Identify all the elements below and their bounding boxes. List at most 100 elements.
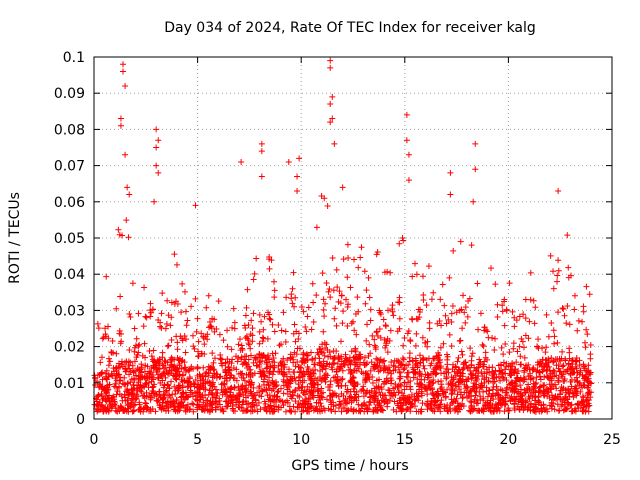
- data-point: [241, 377, 248, 384]
- data-point: [245, 378, 252, 385]
- data-point: [564, 302, 571, 309]
- data-point: [581, 339, 588, 346]
- data-point: [187, 383, 194, 390]
- data-point: [535, 394, 542, 401]
- data-point: [446, 274, 453, 281]
- data-point: [300, 400, 307, 407]
- data-point: [340, 360, 347, 367]
- data-point: [282, 338, 289, 345]
- data-point: [287, 378, 294, 385]
- data-point: [390, 312, 397, 319]
- data-point: [312, 355, 319, 362]
- data-point: [396, 375, 403, 382]
- data-point: [492, 335, 499, 342]
- data-point: [559, 363, 566, 370]
- data-point: [468, 387, 475, 394]
- data-point: [188, 389, 195, 396]
- data-point: [322, 378, 329, 385]
- data-point: [434, 360, 441, 367]
- data-point: [440, 340, 447, 347]
- data-point: [416, 371, 423, 378]
- data-point: [477, 359, 484, 366]
- data-point: [139, 352, 146, 359]
- data-point: [534, 343, 541, 350]
- data-point: [307, 404, 314, 411]
- data-point: [212, 406, 219, 413]
- data-point: [296, 393, 303, 400]
- y-tick-label: 0.06: [54, 195, 85, 211]
- data-points: [91, 57, 595, 415]
- data-point: [256, 328, 263, 335]
- data-point: [438, 384, 445, 391]
- data-point: [481, 379, 488, 386]
- data-point: [263, 365, 270, 372]
- data-point: [286, 368, 293, 375]
- data-point: [141, 340, 148, 347]
- data-point: [447, 191, 454, 198]
- data-point: [544, 385, 551, 392]
- data-point: [428, 384, 435, 391]
- data-point: [482, 354, 489, 361]
- data-point: [146, 374, 153, 381]
- data-point: [201, 350, 208, 357]
- data-point: [116, 384, 123, 391]
- data-point: [586, 291, 593, 298]
- data-point: [112, 380, 119, 387]
- data-point: [236, 398, 243, 405]
- data-point: [273, 381, 280, 388]
- data-point: [346, 395, 353, 402]
- data-point: [200, 364, 207, 371]
- data-point: [250, 310, 257, 317]
- data-point: [478, 368, 485, 375]
- data-point: [133, 335, 140, 342]
- data-point: [363, 375, 370, 382]
- data-point: [522, 390, 529, 397]
- data-point: [205, 370, 212, 377]
- data-point: [319, 270, 326, 277]
- data-point: [267, 369, 274, 376]
- data-point: [304, 352, 311, 359]
- data-point: [507, 397, 514, 404]
- data-point: [296, 369, 303, 376]
- data-point: [173, 298, 180, 305]
- data-point: [117, 115, 124, 122]
- data-point: [323, 396, 330, 403]
- data-point: [419, 334, 426, 341]
- data-point: [155, 317, 162, 324]
- data-point: [568, 357, 575, 364]
- data-point: [126, 346, 133, 353]
- data-point: [484, 393, 491, 400]
- data-point: [292, 363, 299, 370]
- data-point: [254, 354, 261, 361]
- data-point: [333, 392, 340, 399]
- data-point: [418, 382, 425, 389]
- data-point: [344, 407, 351, 414]
- data-point: [329, 361, 336, 368]
- data-point: [456, 337, 463, 344]
- data-point: [336, 288, 343, 295]
- data-point: [319, 389, 326, 396]
- data-point: [296, 155, 303, 162]
- y-axis-label: ROTI / TECUs: [7, 192, 23, 284]
- data-point: [243, 382, 250, 389]
- data-point: [173, 333, 180, 340]
- data-point: [251, 370, 258, 377]
- data-point: [408, 391, 415, 398]
- data-point: [104, 382, 111, 389]
- data-point: [183, 322, 190, 329]
- data-point: [507, 372, 514, 379]
- data-point: [508, 367, 515, 374]
- data-point: [573, 385, 580, 392]
- data-point: [554, 272, 561, 279]
- x-tick-label: 15: [396, 432, 414, 448]
- data-point: [112, 375, 119, 382]
- data-point: [375, 383, 382, 390]
- data-point: [316, 362, 323, 369]
- data-point: [530, 375, 537, 382]
- data-point: [194, 384, 201, 391]
- data-point: [396, 299, 403, 306]
- data-point: [254, 362, 261, 369]
- data-point: [175, 368, 182, 375]
- data-point: [210, 359, 217, 366]
- data-point: [247, 366, 254, 373]
